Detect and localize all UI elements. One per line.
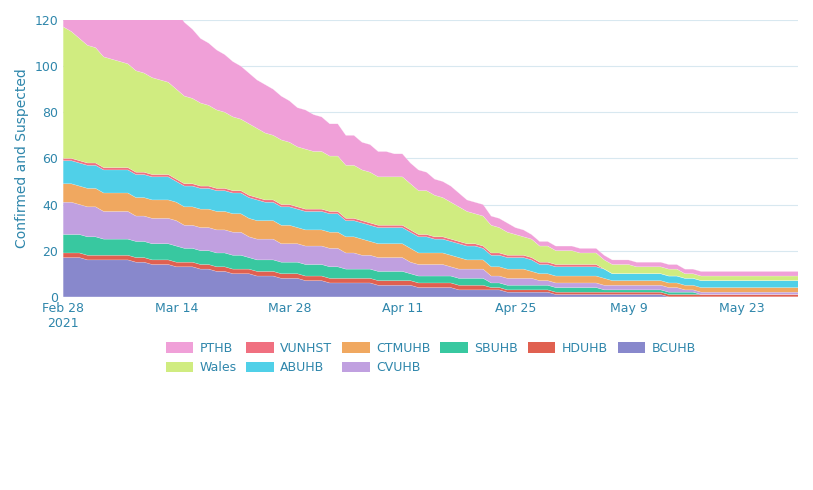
- Y-axis label: Confirmed and Suspected: Confirmed and Suspected: [15, 69, 29, 248]
- Legend: PTHB, Wales, VUNHST, ABUHB, CTMUHB, CVUHB, SBUHB, HDUHB, BCUHB: PTHB, Wales, VUNHST, ABUHB, CTMUHB, CVUH…: [160, 337, 701, 379]
